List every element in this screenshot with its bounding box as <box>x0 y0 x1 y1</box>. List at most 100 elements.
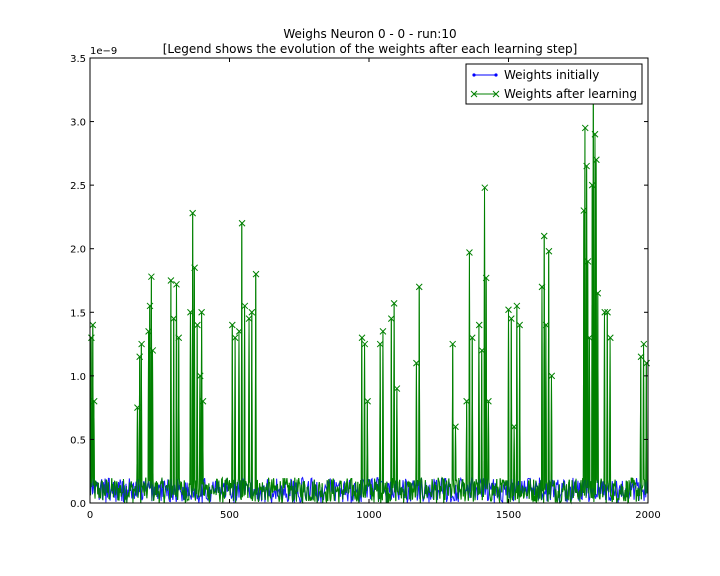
data-point-after-learning <box>252 270 260 278</box>
data-point-after-learning <box>387 315 395 322</box>
data-point-after-learning <box>415 283 423 291</box>
data-point-after-learning <box>510 423 518 431</box>
data-point-after-learning <box>449 340 457 348</box>
data-point-after-learning <box>138 340 145 348</box>
data-point-after-learning <box>516 321 524 329</box>
y-tick-label: 3.5 <box>70 54 86 65</box>
data-point-after-learning <box>601 308 609 316</box>
y-offset-label: 1e−9 <box>90 46 117 57</box>
data-point-after-learning <box>149 347 157 354</box>
data-point-after-learning <box>198 308 205 316</box>
legend-marker-initially <box>494 73 498 77</box>
data-point-after-learning <box>393 385 401 392</box>
data-point-after-learning <box>361 340 369 348</box>
data-point-after-learning <box>238 219 246 227</box>
data-point-after-learning <box>148 273 155 281</box>
data-point-after-learning <box>90 397 98 405</box>
data-point-after-learning <box>468 334 476 342</box>
data-point-after-learning <box>364 397 371 405</box>
data-point-after-learning <box>134 404 141 411</box>
series-line-weights-after-learning-top <box>89 83 649 505</box>
data-point-after-learning <box>581 124 589 132</box>
data-point-after-learning <box>586 334 593 342</box>
data-point-after-learning <box>485 397 492 405</box>
plot-area <box>88 80 650 505</box>
data-point-after-learning <box>379 328 387 335</box>
data-point-after-learning <box>466 249 473 256</box>
data-point-after-learning <box>175 334 183 342</box>
data-point-after-learning <box>640 340 648 348</box>
legend-box <box>465 63 643 105</box>
data-point-after-learning <box>463 397 471 405</box>
data-point-after-learning <box>591 130 599 138</box>
data-point-after-learning <box>604 308 611 316</box>
data-point-after-learning <box>358 334 366 342</box>
data-point-after-learning <box>594 289 602 297</box>
data-point-after-learning <box>194 321 201 329</box>
legend-marker-after-learning <box>492 90 500 98</box>
y-tick-label: 3.0 <box>70 118 86 129</box>
data-point-after-learning <box>199 397 207 405</box>
chart-title: Weighs Neuron 0 - 0 - run:10 <box>283 27 456 41</box>
data-point-after-learning <box>588 181 596 189</box>
x-tick-label: 0 <box>87 510 93 521</box>
data-point-after-learning <box>482 274 490 282</box>
legend: Weights initially Weights after learning <box>465 63 643 105</box>
data-point-after-learning <box>413 359 420 367</box>
data-point-after-learning <box>481 184 489 192</box>
data-point-after-learning <box>540 232 548 240</box>
data-point-after-learning <box>478 347 486 354</box>
data-point-after-learning <box>513 302 521 310</box>
data-point-after-learning <box>136 353 144 361</box>
y-tick-label: 1.5 <box>70 308 86 319</box>
legend-label-after-learning: Weights after learning <box>504 87 637 101</box>
data-point-after-learning <box>475 321 483 329</box>
data-point-after-learning <box>173 280 180 288</box>
data-point-after-learning <box>245 315 253 322</box>
data-point-after-learning <box>452 423 459 431</box>
x-tick-label: 2000 <box>635 510 660 521</box>
legend-label-initially: Weights initially <box>504 68 599 82</box>
y-tick-label: 2.5 <box>70 181 86 192</box>
x-tick-label: 500 <box>220 510 239 521</box>
data-point-after-learning <box>548 372 556 380</box>
x-tick-label: 1500 <box>496 510 521 521</box>
data-point-after-learning <box>583 162 590 170</box>
data-point-after-learning <box>146 302 154 310</box>
legend-marker-after-learning <box>470 90 478 98</box>
data-point-after-learning <box>580 207 588 214</box>
data-point-after-learning <box>88 334 95 342</box>
y-tick-label: 0.0 <box>70 499 86 510</box>
data-point-after-learning <box>191 264 198 272</box>
data-point-after-learning <box>538 283 546 291</box>
data-point-after-learning <box>89 321 97 329</box>
data-point-after-learning <box>637 353 645 361</box>
data-point-after-learning <box>235 328 243 335</box>
data-point-after-learning <box>228 321 236 329</box>
axes: 0 500 1000 1500 2000 0.0 0.5 1.0 1.5 2.0 2.5 3.0 3.5 <box>70 54 661 521</box>
data-point-after-learning <box>145 328 152 335</box>
data-point-after-learning <box>167 277 175 284</box>
data-point-after-learning <box>187 308 194 316</box>
data-point-after-learning <box>584 258 592 265</box>
data-point-after-learning <box>248 308 256 316</box>
y-tick-label: 0.5 <box>70 435 86 446</box>
data-point-after-learning <box>170 315 178 322</box>
data-point-after-learning <box>542 321 550 329</box>
data-point-after-learning <box>196 372 204 380</box>
data-point-after-learning <box>376 340 384 348</box>
data-point-after-learning <box>241 302 249 310</box>
data-point-after-learning <box>390 300 398 307</box>
data-point-after-learning <box>505 306 512 314</box>
data-point-after-learning <box>643 359 650 367</box>
x-tick-label: 1000 <box>356 510 381 521</box>
legend-marker-initially <box>472 73 476 77</box>
data-point-after-learning <box>593 156 600 164</box>
data-point-after-learning <box>545 247 553 255</box>
chart-subtitle: [Legend shows the evolution of the weigh… <box>163 42 578 56</box>
data-point-after-learning <box>231 334 239 342</box>
data-point-after-learning <box>606 334 614 342</box>
data-point-after-learning <box>507 315 515 322</box>
y-tick-label: 1.0 <box>70 372 86 383</box>
